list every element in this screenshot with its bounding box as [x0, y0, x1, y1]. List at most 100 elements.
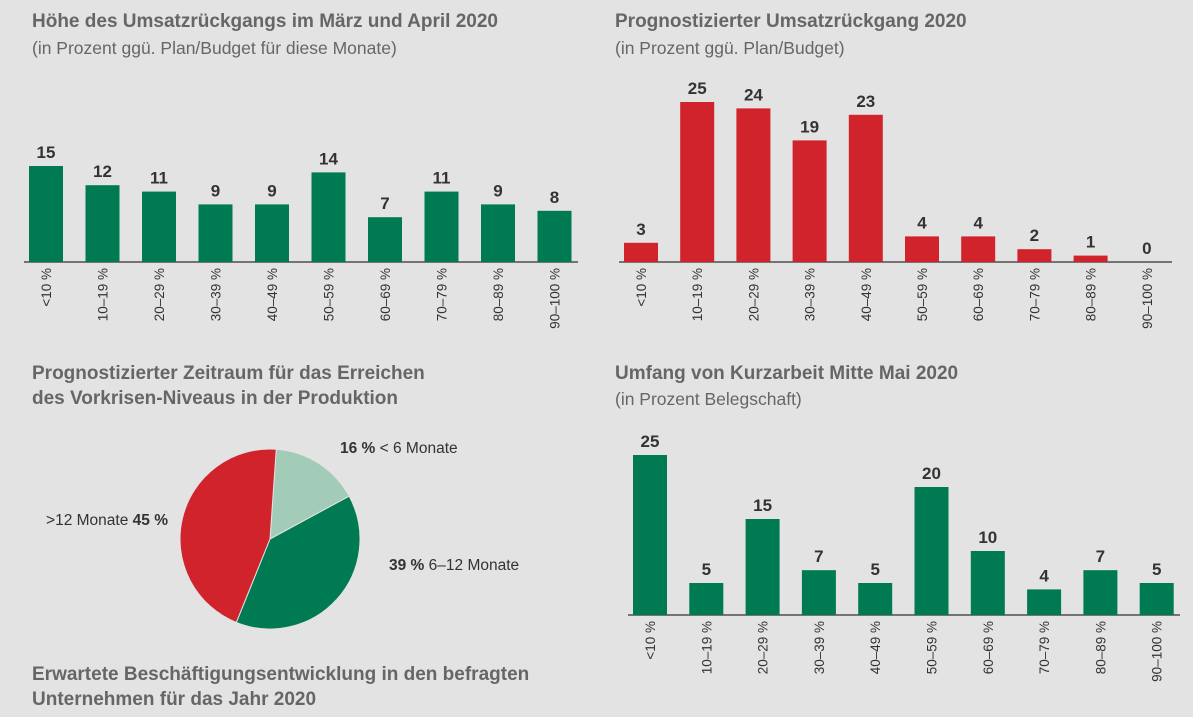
tick-label: 20–29 % — [756, 621, 771, 674]
tick-label: 10–19 % — [96, 268, 111, 321]
chart-subtitle: (in Prozent Belegschaft) — [615, 389, 802, 409]
data-label: 8 — [550, 188, 559, 207]
tick-label: 60–69 % — [981, 621, 996, 674]
pie-slice — [235, 495, 361, 630]
data-label: 11 — [150, 169, 168, 188]
pie-slice — [179, 448, 277, 624]
tick-label: 50–59 % — [915, 268, 930, 321]
data-label: 11 — [433, 169, 451, 188]
chart-title-line2: Unternehmen für das Jahr 2020 — [32, 689, 317, 710]
tick-label: <10 % — [39, 268, 54, 307]
bar — [801, 570, 836, 615]
tick-label: 50–59 % — [925, 621, 940, 674]
data-label: 10 — [978, 528, 997, 547]
bar — [85, 185, 120, 262]
data-label: 20 — [922, 464, 941, 483]
slice-label: 16 % < 6 Monate — [340, 440, 458, 457]
tick-label: 30–39 % — [209, 268, 224, 321]
data-label: 9 — [267, 181, 276, 200]
chart-subtitle: (in Prozent ggü. Plan/Budget für diese M… — [32, 38, 397, 58]
data-label: 5 — [1152, 560, 1161, 579]
bar — [914, 487, 949, 615]
tick-label: 30–39 % — [812, 621, 827, 674]
tick-label: <10 % — [643, 621, 658, 660]
bar — [481, 204, 515, 262]
data-label: 7 — [380, 194, 389, 213]
tick-label: 40–49 % — [859, 268, 874, 321]
data-label: 25 — [688, 79, 707, 98]
data-label: 9 — [211, 181, 220, 200]
chart-title-line1: Prognostizierter Zeitraum für das Erreic… — [32, 363, 425, 384]
tick-label: 60–69 % — [971, 268, 986, 321]
data-label: 4 — [917, 213, 927, 232]
bar — [736, 108, 771, 263]
data-label: 12 — [93, 162, 112, 181]
tick-label: 70–79 % — [1037, 621, 1052, 674]
data-label: 19 — [800, 117, 819, 136]
tick-label: 90–100 % — [1150, 621, 1165, 682]
tick-label: 70–79 % — [1027, 268, 1042, 321]
tick-label: 10–19 % — [690, 268, 705, 321]
chart-title-line1: Erwartete Beschäftigungsentwicklung in d… — [32, 664, 530, 685]
data-label: 1 — [1086, 233, 1095, 252]
bar — [1083, 570, 1118, 615]
data-label: 24 — [744, 85, 763, 104]
bar — [689, 583, 724, 615]
tick-label: 20–29 % — [746, 268, 761, 321]
data-label: 0 — [1142, 239, 1151, 258]
bar — [848, 114, 883, 262]
tick-label: 90–100 % — [548, 268, 563, 329]
bar — [961, 236, 996, 262]
slice-label: 39 % 6–12 Monate — [389, 557, 519, 574]
data-label: 14 — [319, 149, 338, 168]
bar — [680, 102, 715, 262]
chart-title: Höhe des Umsatzrückgangs im März und Apr… — [32, 11, 498, 32]
data-label: 5 — [870, 560, 879, 579]
tick-label: 40–49 % — [868, 621, 883, 674]
bar — [792, 140, 827, 262]
bar — [198, 204, 233, 262]
data-label: 3 — [636, 220, 645, 239]
tick-label: 50–59 % — [322, 268, 337, 321]
bar — [858, 583, 893, 615]
tick-label: 60–69 % — [378, 268, 393, 321]
tick-label: 20–29 % — [152, 268, 167, 321]
data-label: 23 — [856, 92, 875, 111]
bar — [633, 455, 667, 615]
pie-slice — [269, 448, 350, 540]
tick-label: 40–49 % — [265, 268, 280, 321]
data-label: 9 — [493, 181, 502, 200]
bar — [1027, 589, 1062, 615]
data-label: 5 — [702, 560, 711, 579]
tick-label: 10–19 % — [699, 621, 714, 674]
bar — [1073, 255, 1108, 262]
tick-label: 90–100 % — [1140, 268, 1155, 329]
bar — [745, 519, 780, 615]
chart-title-line2: des Vorkrisen-Niveaus in der Produktion — [32, 388, 399, 409]
bar — [624, 242, 658, 262]
tick-label: 70–79 % — [435, 268, 450, 321]
tick-label: 80–89 % — [491, 268, 506, 321]
data-label: 7 — [1096, 547, 1105, 566]
bar — [1017, 249, 1052, 262]
chart-subtitle: (in Prozent ggü. Plan/Budget) — [615, 38, 845, 58]
bar — [368, 217, 402, 262]
data-label: 7 — [814, 547, 823, 566]
data-label: 2 — [1030, 226, 1039, 245]
bar — [311, 172, 346, 262]
bar — [905, 236, 939, 262]
slice-label: >12 Monate 45 % — [46, 512, 168, 529]
bar-chart-revenue-drop: 15 <10 % 12 10–19 % 11 20–29 % 9 30–39 % 9 40–49 … — [24, 143, 578, 329]
data-label: 4 — [1039, 566, 1049, 585]
bar — [29, 166, 63, 262]
data-label: 25 — [641, 432, 660, 451]
tick-label: 80–89 % — [1093, 621, 1108, 674]
bar — [424, 191, 459, 262]
pie-chart-recovery-period: 16 % < 6 Monate 39 % 6–12 Monate >12 Monat… — [46, 440, 519, 630]
tick-label: 80–89 % — [1084, 268, 1099, 321]
chart-title: Umfang von Kurzarbeit Mitte Mai 2020 — [615, 363, 959, 384]
bar — [1139, 583, 1174, 615]
bar — [142, 191, 176, 262]
tick-label: 30–39 % — [803, 268, 818, 321]
